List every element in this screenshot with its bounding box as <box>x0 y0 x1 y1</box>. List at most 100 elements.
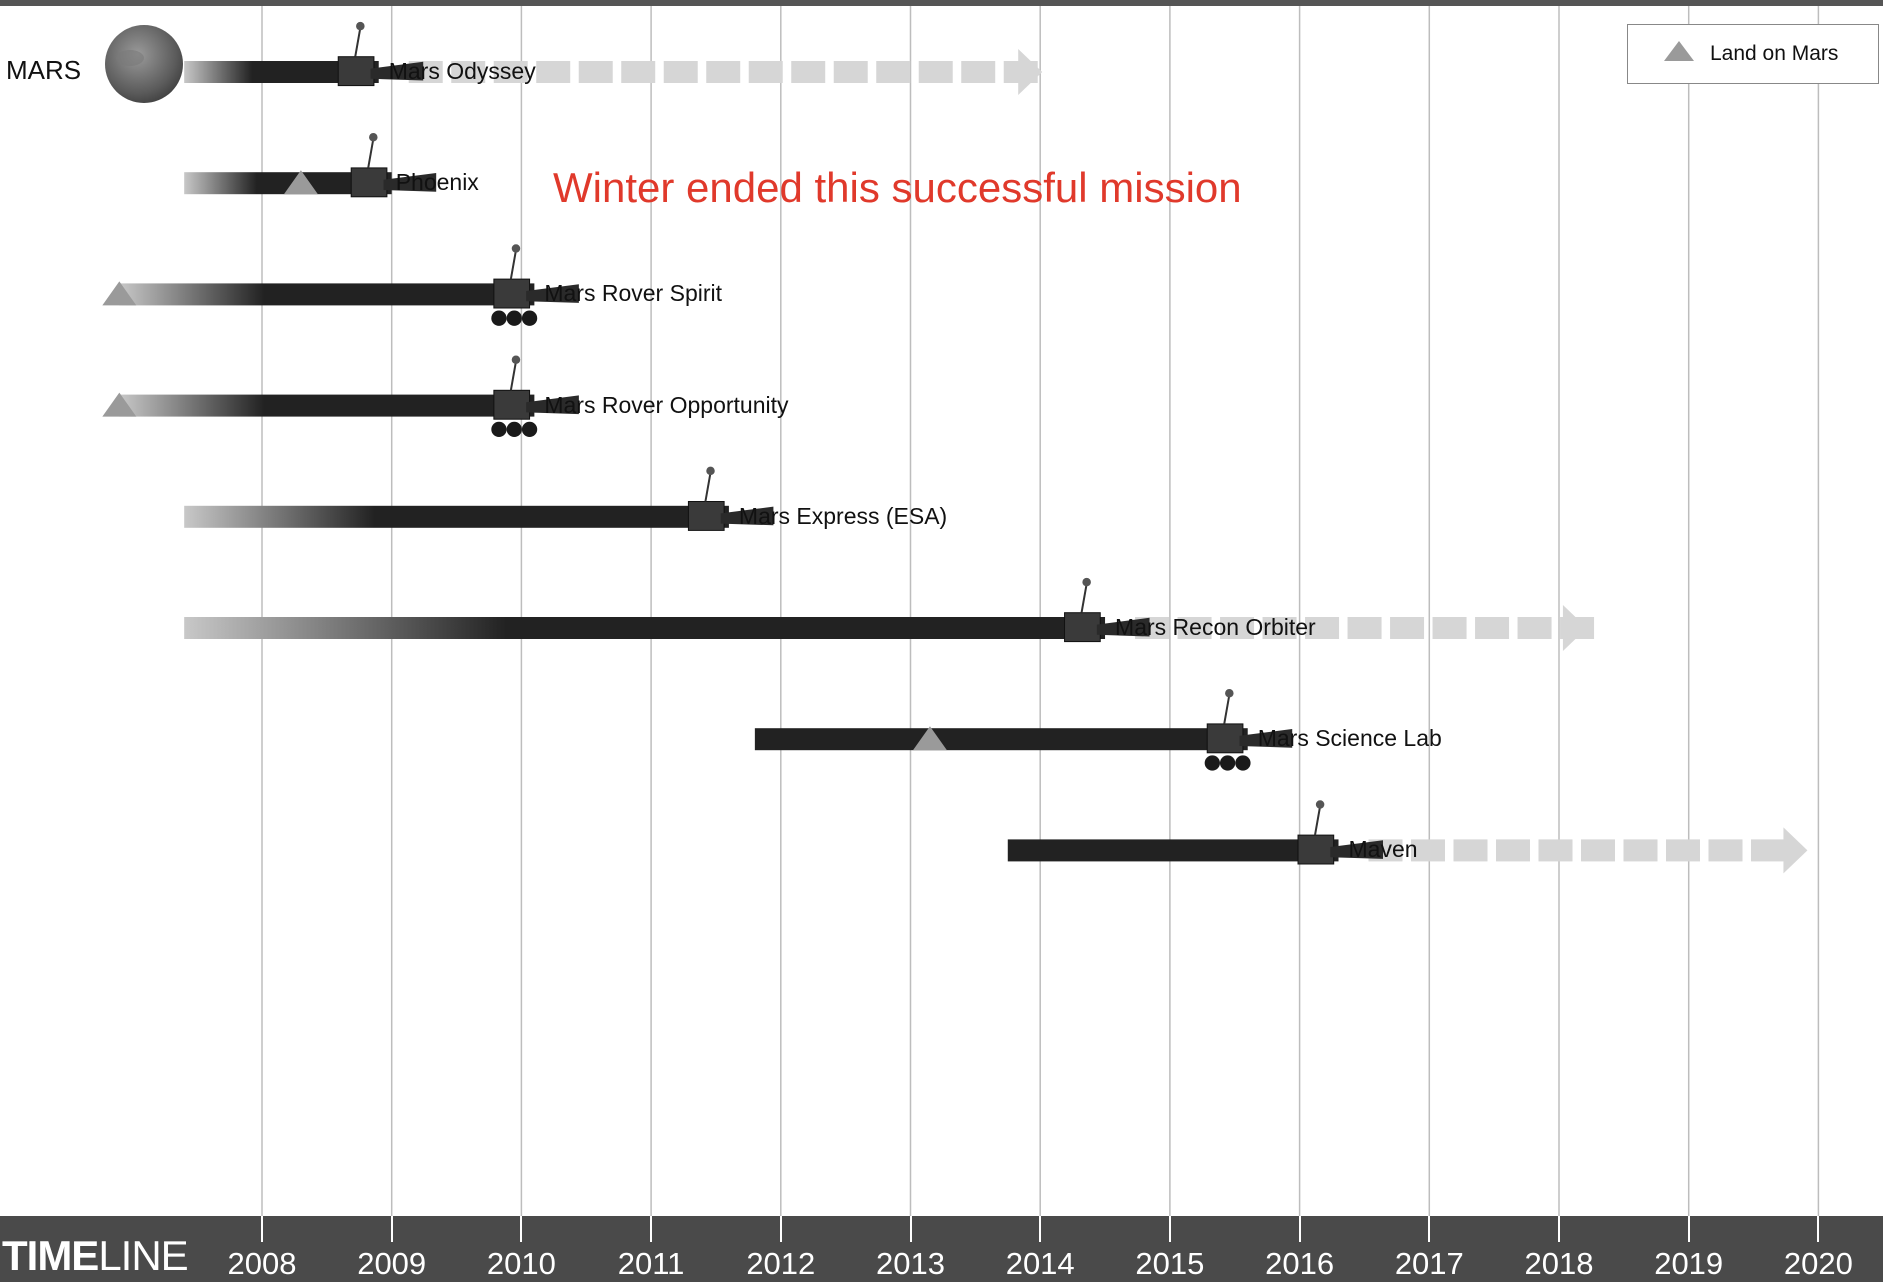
spacecraft-panel-mars-odyssey <box>370 61 424 81</box>
year-label-2011: 2011 <box>617 1246 685 1281</box>
spacecraft-body-maven <box>1297 834 1335 865</box>
year-label-2009: 2009 <box>357 1246 427 1281</box>
spacecraft-mast-mars-science-lab <box>1223 694 1231 725</box>
spacecraft-icon-mars-express-esa <box>687 466 774 531</box>
year-label-2014: 2014 <box>1005 1246 1075 1281</box>
landing-marker-mars-rover-opportunity <box>102 392 137 417</box>
future-segment-mars-odyssey <box>451 61 486 83</box>
timeline-title: TIMELINE <box>2 1232 189 1280</box>
rover-wheel-mars-science-lab <box>1235 755 1251 771</box>
future-segment-mars-recon-orbiter <box>1347 617 1382 639</box>
mission-bar-mars-express-esa <box>184 505 729 528</box>
landing-marker-phoenix <box>283 170 318 195</box>
spacecraft-mast-mars-rover-spirit <box>509 250 517 280</box>
legend: Land on Mars <box>1627 24 1879 84</box>
spacecraft-sensor-mars-odyssey <box>356 21 365 31</box>
future-segment-maven <box>1453 839 1488 862</box>
year-label-2015: 2015 <box>1135 1246 1205 1281</box>
future-segment-mars-odyssey <box>536 61 571 83</box>
spacecraft-panel-mars-rover-opportunity <box>526 395 579 415</box>
triangle-icon <box>1664 41 1694 61</box>
spacecraft-icon-mars-recon-orbiter <box>1064 577 1150 643</box>
future-segment-maven <box>1708 839 1743 862</box>
spacecraft-sensor-phoenix <box>369 133 378 142</box>
year-tick-2015 <box>1168 1216 1171 1242</box>
year-tick-2008 <box>261 1216 263 1242</box>
planet-label: MARS <box>6 55 82 85</box>
spacecraft-icon-mars-rover-spirit <box>491 244 579 326</box>
future-segment-mars-recon-orbiter <box>1390 617 1425 639</box>
future-segment-maven <box>1581 839 1616 862</box>
year-label-2018: 2018 <box>1524 1246 1594 1281</box>
year-label-2020: 2020 <box>1783 1246 1853 1281</box>
mission-label-mars-science-lab: Mars Science Lab <box>1257 725 1442 752</box>
future-segment-mars-odyssey <box>621 61 656 83</box>
year-tick-2009 <box>390 1216 393 1242</box>
future-segment-mars-odyssey <box>493 61 528 83</box>
spacecraft-panel-mars-rover-spirit <box>526 284 579 303</box>
spacecraft-panel-mars-recon-orbiter <box>1096 617 1150 637</box>
year-tick-2019 <box>1687 1216 1690 1242</box>
future-segment-maven <box>1751 839 1786 862</box>
future-segment-mars-odyssey <box>918 61 953 83</box>
spacecraft-mast-phoenix <box>367 138 375 169</box>
spacecraft-mast-mars-rover-opportunity <box>509 361 517 391</box>
future-segment-maven <box>1623 839 1658 862</box>
year-tick-2016 <box>1298 1216 1301 1242</box>
spacecraft-body-mars-rover-opportunity <box>493 389 531 420</box>
future-arrow-maven <box>1783 827 1808 874</box>
mission-label-mars-rover-spirit: Mars Rover Spirit <box>544 280 723 307</box>
rover-wheel-mars-rover-opportunity <box>491 421 507 438</box>
mission-label-mars-rover-opportunity: Mars Rover Opportunity <box>544 391 789 418</box>
spacecraft-sensor-mars-recon-orbiter <box>1082 577 1091 587</box>
year-tick-2018 <box>1558 1216 1560 1242</box>
spacecraft-body-mars-express-esa <box>687 500 725 531</box>
spacecraft-body-mars-recon-orbiter <box>1064 612 1101 643</box>
mission-label-maven: Maven <box>1348 836 1418 863</box>
spacecraft-sensor-mars-science-lab <box>1225 689 1234 698</box>
year-tick-2017 <box>1428 1216 1431 1242</box>
year-tick-2020 <box>1817 1216 1820 1242</box>
year-label-2019: 2019 <box>1654 1246 1724 1281</box>
year-label-2016: 2016 <box>1265 1246 1335 1281</box>
mission-bars <box>102 49 1808 874</box>
rover-wheel-mars-rover-spirit <box>491 310 507 326</box>
year-label-2013: 2013 <box>876 1246 945 1281</box>
spacecraft-icon-mars-odyssey <box>337 21 424 87</box>
year-label-2017: 2017 <box>1394 1246 1464 1281</box>
spacecraft-sensor-mars-express-esa <box>706 466 715 476</box>
future-segment-mars-odyssey <box>833 61 868 83</box>
mission-label-mars-recon-orbiter: Mars Recon Orbiter <box>1115 614 1316 640</box>
spacecraft-panel-phoenix <box>383 173 437 192</box>
legend-label: Land on Mars <box>1710 42 1839 65</box>
rover-wheel-mars-science-lab <box>1204 755 1220 771</box>
future-segment-mars-odyssey <box>876 61 911 83</box>
future-segment-mars-recon-orbiter <box>1220 617 1255 639</box>
timeline-title-bold: TIME <box>2 1232 99 1279</box>
future-segment-mars-recon-orbiter <box>1517 617 1552 639</box>
future-segment-mars-recon-orbiter <box>1305 617 1340 639</box>
mars-planet-icon <box>105 25 183 103</box>
spacecraft-body-mars-science-lab <box>1206 723 1244 754</box>
future-segment-mars-odyssey <box>961 61 996 83</box>
future-segment-mars-recon-orbiter <box>1177 617 1212 639</box>
future-segment-mars-odyssey <box>791 61 826 83</box>
future-arrow-mars-recon-orbiter <box>1562 605 1587 651</box>
timeline-footer: TIMELINE 2008 2009 2010 2011 2012 2013 2014 201… <box>0 1216 1883 1282</box>
rover-wheel-mars-science-lab <box>1219 755 1236 771</box>
spacecraft-icon-phoenix <box>350 133 437 198</box>
spacecraft-illustrations <box>337 21 1384 865</box>
spacecraft-sensor-mars-rover-opportunity <box>511 355 521 364</box>
future-segment-mars-odyssey <box>706 61 741 83</box>
future-segment-mars-recon-orbiter <box>1475 617 1510 639</box>
year-tick-2012 <box>779 1216 782 1242</box>
landing-marker-mars-rover-spirit <box>102 281 137 306</box>
spacecraft-panel-maven <box>1330 840 1384 859</box>
future-segment-maven <box>1538 839 1573 862</box>
spacecraft-mast-maven <box>1314 806 1322 836</box>
future-segment-maven <box>1496 839 1531 862</box>
spacecraft-body-mars-odyssey <box>337 56 375 87</box>
year-label-2008: 2008 <box>227 1246 297 1281</box>
future-segment-maven <box>1411 839 1446 862</box>
future-segment-mars-odyssey <box>578 61 613 83</box>
